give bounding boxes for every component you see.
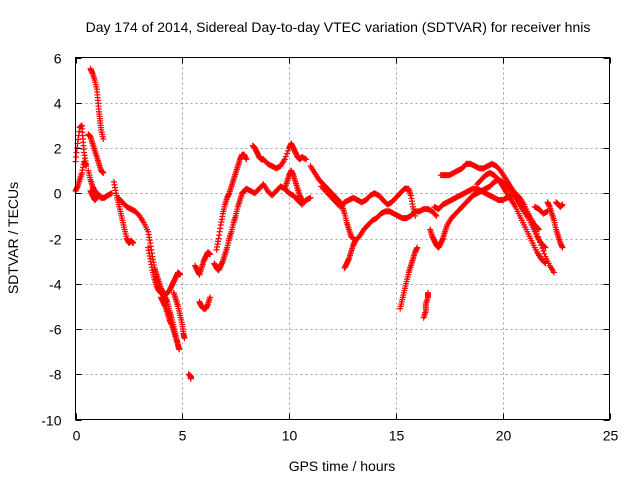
x-tick-label: 15 (389, 428, 405, 444)
data-point (281, 156, 288, 163)
data-point (538, 242, 545, 249)
x-axis-label: GPS time / hours (289, 458, 396, 474)
data-point (243, 156, 250, 163)
data-point (176, 346, 183, 353)
grid (75, 57, 610, 420)
data-point (207, 251, 214, 258)
data-point (433, 212, 440, 219)
y-tick-label: -2 (49, 232, 62, 248)
x-tick-label: 10 (282, 428, 298, 444)
x-tick-label: 20 (496, 428, 512, 444)
data-point (534, 225, 541, 232)
data-point (207, 294, 214, 301)
data-point (414, 244, 421, 251)
y-tick-label: 6 (54, 51, 62, 67)
y-tick-label: -10 (41, 413, 61, 429)
plot-frame (75, 57, 610, 420)
data-point (559, 201, 566, 208)
data-point (285, 147, 292, 154)
x-tick-label: 0 (73, 428, 81, 444)
y-tick-label: 0 (54, 186, 62, 202)
data-point (432, 211, 439, 218)
data-point (424, 289, 431, 296)
y-tick-label: 2 (54, 141, 62, 157)
data-point (541, 250, 548, 257)
data-point (540, 247, 547, 254)
y-tick-label: 4 (54, 96, 62, 112)
data-point (130, 240, 137, 247)
data-point (83, 163, 90, 170)
data-point (93, 194, 100, 201)
data-point (298, 197, 305, 204)
data-point (539, 245, 546, 252)
data-point (303, 156, 310, 163)
data-point (283, 150, 290, 157)
data-point (541, 259, 548, 266)
data-point (175, 341, 182, 348)
x-tick-label: 25 (603, 428, 619, 444)
data-point (177, 271, 184, 278)
y-tick-label: -4 (49, 277, 62, 293)
axes: 0 5 10 15 20 25 -10 -8 -6 -4 -2 0 2 4 6 (41, 51, 618, 444)
chart-title: Day 174 of 2014, Sidereal Day-to-day VTE… (86, 19, 591, 35)
data-point (536, 226, 543, 233)
data-point (542, 260, 549, 267)
data-point (307, 194, 314, 201)
data-points (72, 65, 566, 382)
data-point (536, 236, 543, 243)
data-point (537, 239, 544, 246)
data-point (533, 230, 540, 237)
data-point (181, 335, 188, 342)
x-tick-label: 5 (179, 428, 187, 444)
data-point (559, 244, 566, 251)
data-point (100, 135, 107, 142)
data-point (282, 153, 289, 160)
data-point (100, 169, 107, 176)
data-point (544, 208, 551, 215)
y-axis-label: SDTVAR / TECUs (5, 182, 21, 294)
data-point (187, 375, 194, 382)
y-tick-label: -6 (49, 322, 62, 338)
data-point (534, 233, 541, 240)
data-point (550, 269, 557, 276)
y-tick-label: -8 (49, 367, 62, 383)
